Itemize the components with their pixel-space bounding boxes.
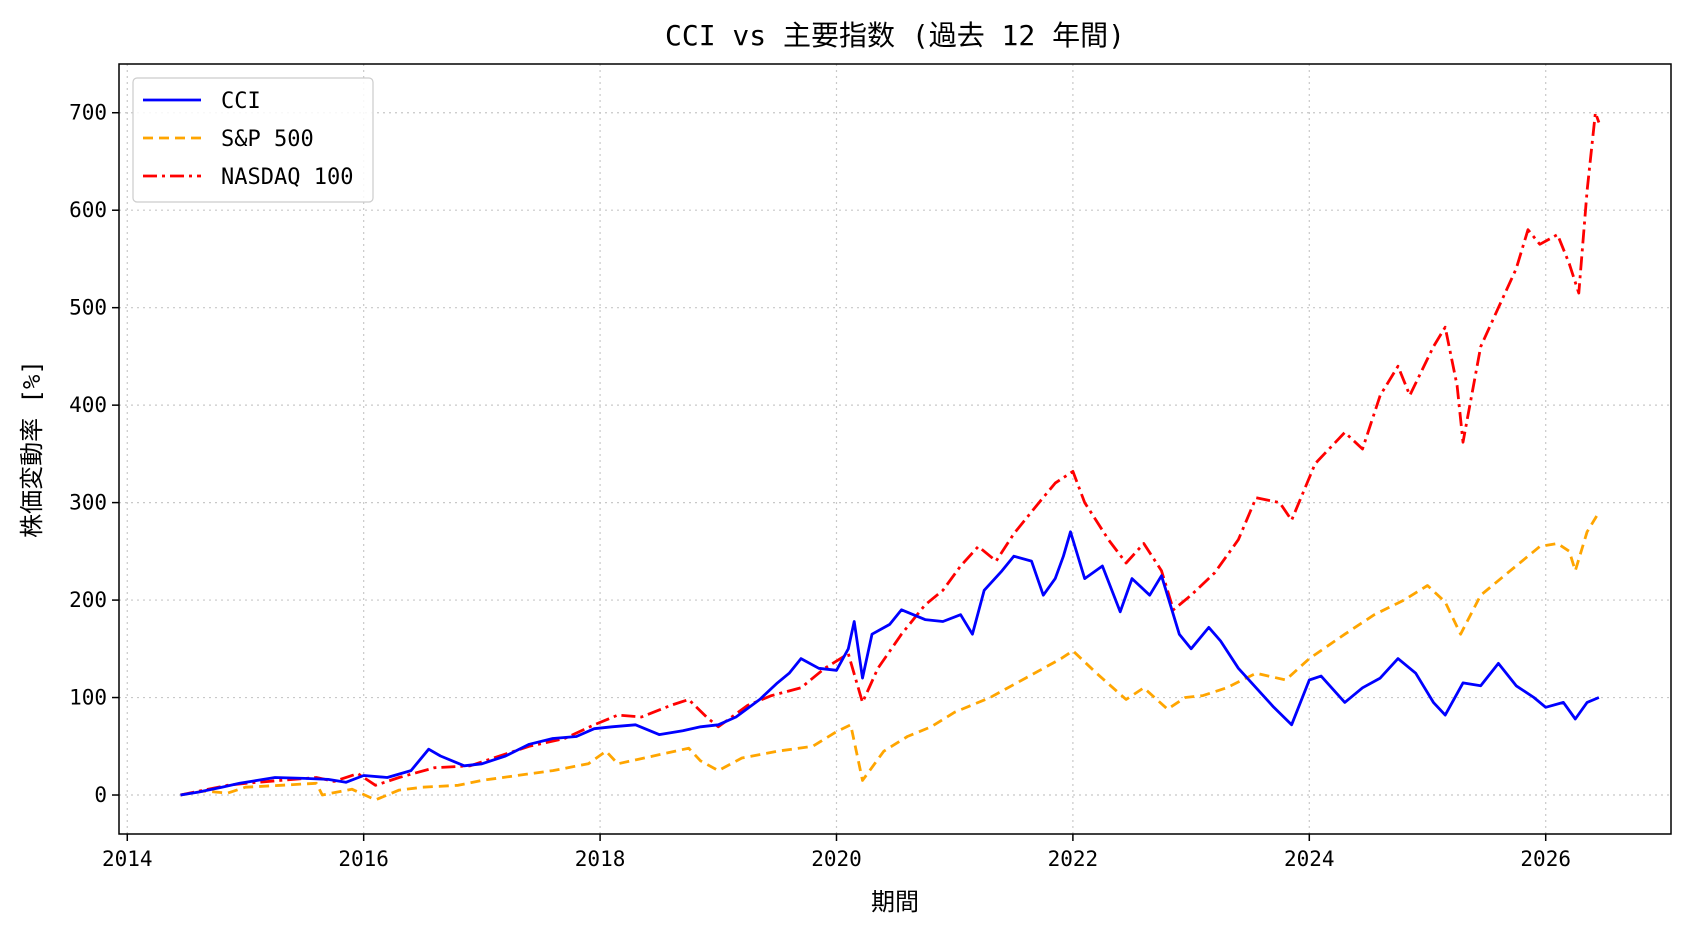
chart-title: CCI vs 主要指数 (過去 12 年間) [665, 19, 1125, 52]
y-tick-label: 500 [69, 296, 107, 320]
y-tick-label: 600 [69, 198, 107, 222]
x-axis-ticks: 2014 2016 2018 2020 2022 2024 2026 [102, 834, 1571, 871]
y-tick-label: 400 [69, 393, 107, 417]
series-line-2 [180, 111, 1601, 797]
y-tick-label: 300 [69, 491, 107, 515]
plot-frame [118, 63, 1672, 835]
legend-label-1: S&P 500 [221, 127, 314, 152]
legend-label-2: NASDAQ 100 [221, 165, 353, 190]
x-tick-label: 2018 [575, 847, 626, 871]
legend-label-0: CCI [221, 89, 261, 114]
y-tick-label: 100 [69, 686, 107, 710]
legend-box [132, 77, 374, 203]
legend-items: CCI S&P 500 NASDAQ 100 [143, 89, 353, 190]
series-line-1 [180, 511, 1601, 802]
x-tick-label: 2022 [1048, 847, 1099, 871]
x-tick-label: 2024 [1284, 847, 1335, 871]
series-line-0 [180, 530, 1600, 797]
x-tick-label: 2026 [1520, 847, 1571, 871]
x-tick-label: 2020 [811, 847, 862, 871]
y-axis-ticks: 0 100 200 300 400 500 600 700 [69, 101, 119, 807]
y-tick-label: 700 [69, 101, 107, 125]
x-axis-label: 期間 [871, 888, 919, 916]
series-lines [180, 111, 1601, 802]
y-axis-label: 株価変動率 [%] [18, 360, 46, 538]
y-tick-label: 0 [94, 783, 107, 807]
x-tick-label: 2014 [102, 847, 153, 871]
y-tick-label: 200 [69, 588, 107, 612]
legend: CCI S&P 500 NASDAQ 100 [132, 77, 374, 203]
grid [119, 64, 1671, 834]
x-tick-label: 2016 [338, 847, 389, 871]
